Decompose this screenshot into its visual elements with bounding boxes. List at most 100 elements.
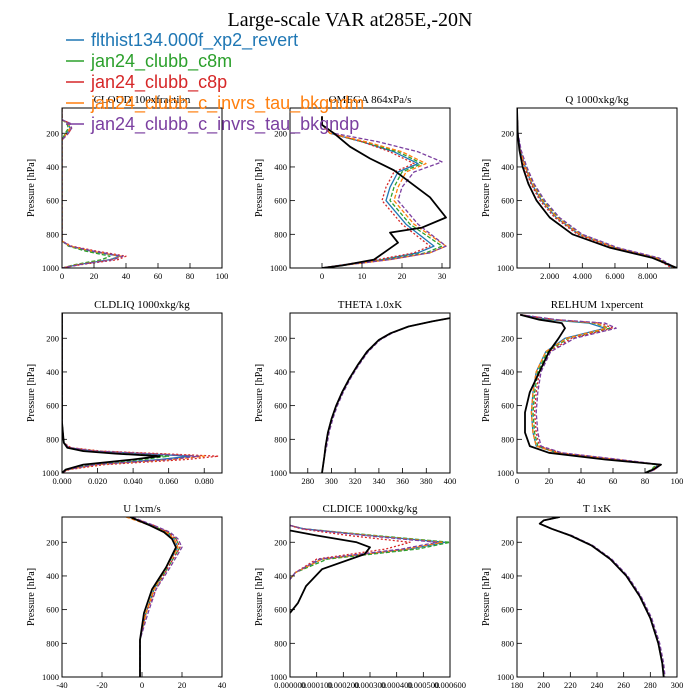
y-tick-label: 1000 — [42, 263, 59, 273]
y-tick-label: 600 — [274, 401, 287, 411]
y-tick-label: 200 — [501, 128, 514, 138]
series-line-6 — [290, 529, 371, 614]
series-line-6 — [517, 108, 677, 268]
x-tick-label: 360 — [396, 476, 409, 486]
panel-title: RELHUM 1xpercent — [551, 299, 644, 311]
panel-9: 180 200 220 240 260 280 300 200 400 600 800 1000 Pre… — [481, 503, 683, 690]
x-tick-label: 40 — [218, 680, 227, 690]
legend-label: jan24_clubb_c_invrs_tau_bkgndm — [90, 93, 364, 114]
y-tick-label: 800 — [501, 638, 514, 648]
x-tick-label: 8.000 — [638, 271, 657, 281]
x-tick-label: 30 — [438, 271, 447, 281]
panel-title: T 1xK — [583, 503, 611, 515]
x-tick-label: 380 — [420, 476, 433, 486]
series-line-3 — [62, 108, 127, 268]
y-tick-label: 1000 — [497, 672, 514, 682]
x-tick-label: 220 — [564, 680, 577, 690]
y-tick-label: 800 — [274, 638, 287, 648]
y-axis-label: Pressure [hPa] — [26, 159, 37, 217]
x-tick-label: 0.000600 — [434, 680, 466, 690]
y-axis-label: Pressure [hPa] — [481, 159, 492, 217]
y-tick-label: 200 — [501, 333, 514, 343]
y-tick-label: 800 — [501, 434, 514, 444]
legend-label: jan24_clubb_c_invrs_tau_bkgndp — [90, 114, 359, 135]
y-tick-label: 200 — [274, 537, 287, 547]
y-tick-label: 600 — [46, 196, 59, 206]
y-tick-label: 600 — [46, 401, 59, 411]
x-tick-label: 0.080 — [195, 476, 214, 486]
x-tick-label: 340 — [373, 476, 386, 486]
y-tick-label: 800 — [46, 638, 59, 648]
y-axis-label: Pressure [hPa] — [254, 159, 265, 217]
x-tick-label: 0.000200 — [327, 680, 359, 690]
y-axis-label: Pressure [hPa] — [481, 568, 492, 626]
panel-title: CLDICE 1000xkg/kg — [322, 503, 418, 515]
y-tick-label: 1000 — [497, 263, 514, 273]
legend-item-4: jan24_clubb_c_invrs_tau_bkgndm — [66, 93, 364, 114]
series-line-5 — [520, 314, 662, 473]
x-tick-label: 240 — [591, 680, 604, 690]
x-tick-label: 0.040 — [124, 476, 143, 486]
y-tick-label: 400 — [274, 162, 287, 172]
y-tick-label: 200 — [274, 333, 287, 343]
series-line-6 — [62, 313, 161, 473]
panel-8: 0.0000000.0001000.0002000.0003000.000400… — [254, 503, 466, 690]
y-tick-label: 400 — [274, 571, 287, 581]
y-axis-label: Pressure [hPa] — [254, 364, 265, 422]
x-tick-label: 0.000000 — [274, 680, 306, 690]
x-tick-label: 0.000300 — [354, 680, 386, 690]
x-tick-label: -40 — [56, 680, 67, 690]
y-tick-label: 200 — [46, 128, 59, 138]
y-tick-label: 1000 — [270, 263, 287, 273]
y-tick-label: 800 — [46, 229, 59, 239]
y-tick-label: 200 — [46, 537, 59, 547]
y-tick-label: 400 — [46, 367, 59, 377]
x-tick-label: 300 — [671, 680, 684, 690]
panel-title: CLDLIQ 1000xkg/kg — [94, 299, 190, 311]
legend-item-5: jan24_clubb_c_invrs_tau_bkgndp — [66, 114, 359, 135]
y-tick-label: 800 — [501, 229, 514, 239]
x-tick-label: 20 — [178, 680, 187, 690]
panel-frame — [516, 312, 678, 474]
x-tick-label: 20 — [398, 271, 407, 281]
panel-frame — [61, 107, 223, 269]
y-tick-label: 1000 — [270, 672, 287, 682]
panel-3: 2.000 4.000 6.000 8.000 200 400 600 800 1000 Pres… — [481, 94, 678, 281]
y-axis-label: Pressure [hPa] — [26, 568, 37, 626]
x-tick-label: 40 — [577, 476, 586, 486]
x-tick-label: 20 — [90, 271, 99, 281]
legend-item-3: jan24_clubb_c8p — [66, 72, 227, 93]
panel-title: CLOUD 100xfraction — [94, 94, 191, 106]
panel-series — [125, 517, 183, 677]
series-line-6 — [519, 313, 662, 473]
x-tick-label: 0 — [320, 271, 324, 281]
y-tick-label: 800 — [274, 434, 287, 444]
y-tick-label: 400 — [501, 571, 514, 581]
y-tick-label: 600 — [46, 605, 59, 615]
y-tick-label: 1000 — [270, 468, 287, 478]
x-tick-label: 200 — [537, 680, 550, 690]
panel-frame — [289, 107, 451, 269]
y-tick-label: 200 — [501, 537, 514, 547]
panel-series — [519, 313, 662, 473]
x-tick-label: 280 — [644, 680, 657, 690]
y-tick-label: 1000 — [497, 468, 514, 478]
panel-series — [517, 108, 677, 268]
y-tick-label: 800 — [46, 434, 59, 444]
panel-frame — [516, 107, 678, 269]
legend-label: jan24_clubb_c8p — [90, 72, 227, 93]
panel-title: U 1xm/s — [123, 503, 161, 515]
x-tick-label: 80 — [641, 476, 650, 486]
panel-frame — [289, 312, 451, 474]
y-tick-label: 600 — [274, 196, 287, 206]
x-tick-label: 80 — [186, 271, 195, 281]
y-tick-label: 400 — [274, 367, 287, 377]
x-tick-label: 0 — [60, 271, 64, 281]
x-tick-label: 6.000 — [605, 271, 624, 281]
y-tick-label: 800 — [274, 229, 287, 239]
x-tick-label: 260 — [617, 680, 630, 690]
y-tick-label: 600 — [501, 401, 514, 411]
